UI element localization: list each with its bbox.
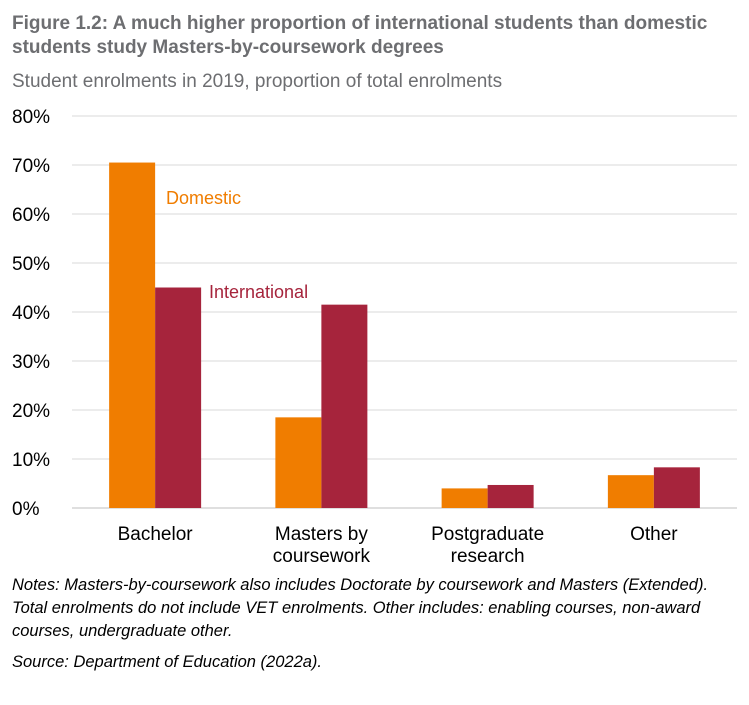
chart-subtitle: Student enrolments in 2019, proportion o… xyxy=(12,71,503,92)
x-category-label: Postgraduate research xyxy=(431,524,544,567)
y-tick-label: 60% xyxy=(12,205,50,226)
series-label-domestic: Domestic xyxy=(166,188,241,208)
y-tick-label: 40% xyxy=(12,303,50,324)
y-tick-label: 0% xyxy=(12,499,40,520)
y-tick-label: 70% xyxy=(12,156,50,177)
x-category-label: Masters by coursework xyxy=(273,524,371,567)
chart-source: Source: Department of Education (2022a). xyxy=(12,653,323,671)
bar-domestic xyxy=(275,417,322,508)
x-category-label: Bachelor xyxy=(118,524,194,545)
bar-domestic xyxy=(441,488,488,508)
bar-domestic xyxy=(607,475,654,508)
y-tick-label: 50% xyxy=(12,254,50,275)
y-tick-label: 10% xyxy=(12,450,50,471)
series-label-international: International xyxy=(209,282,308,302)
bar-chart: 0% 10% 20% 30% 40% 50% 60% 70% 80% Bachelor Maste… xyxy=(12,107,737,567)
bar-domestic xyxy=(109,162,156,509)
bar-international xyxy=(321,304,368,508)
chart-title: Figure 1.2: A much higher proportion of … xyxy=(12,13,708,58)
y-tick-label: 80% xyxy=(12,107,50,128)
y-tick-label: 30% xyxy=(12,352,50,373)
y-tick-label: 20% xyxy=(12,401,50,422)
chart-notes: Notes: Masters-by-coursework also includ… xyxy=(12,576,709,640)
bar-international xyxy=(653,467,700,508)
bar-international xyxy=(487,484,534,508)
bar-international xyxy=(155,287,202,508)
x-category-label: Other xyxy=(630,524,678,545)
